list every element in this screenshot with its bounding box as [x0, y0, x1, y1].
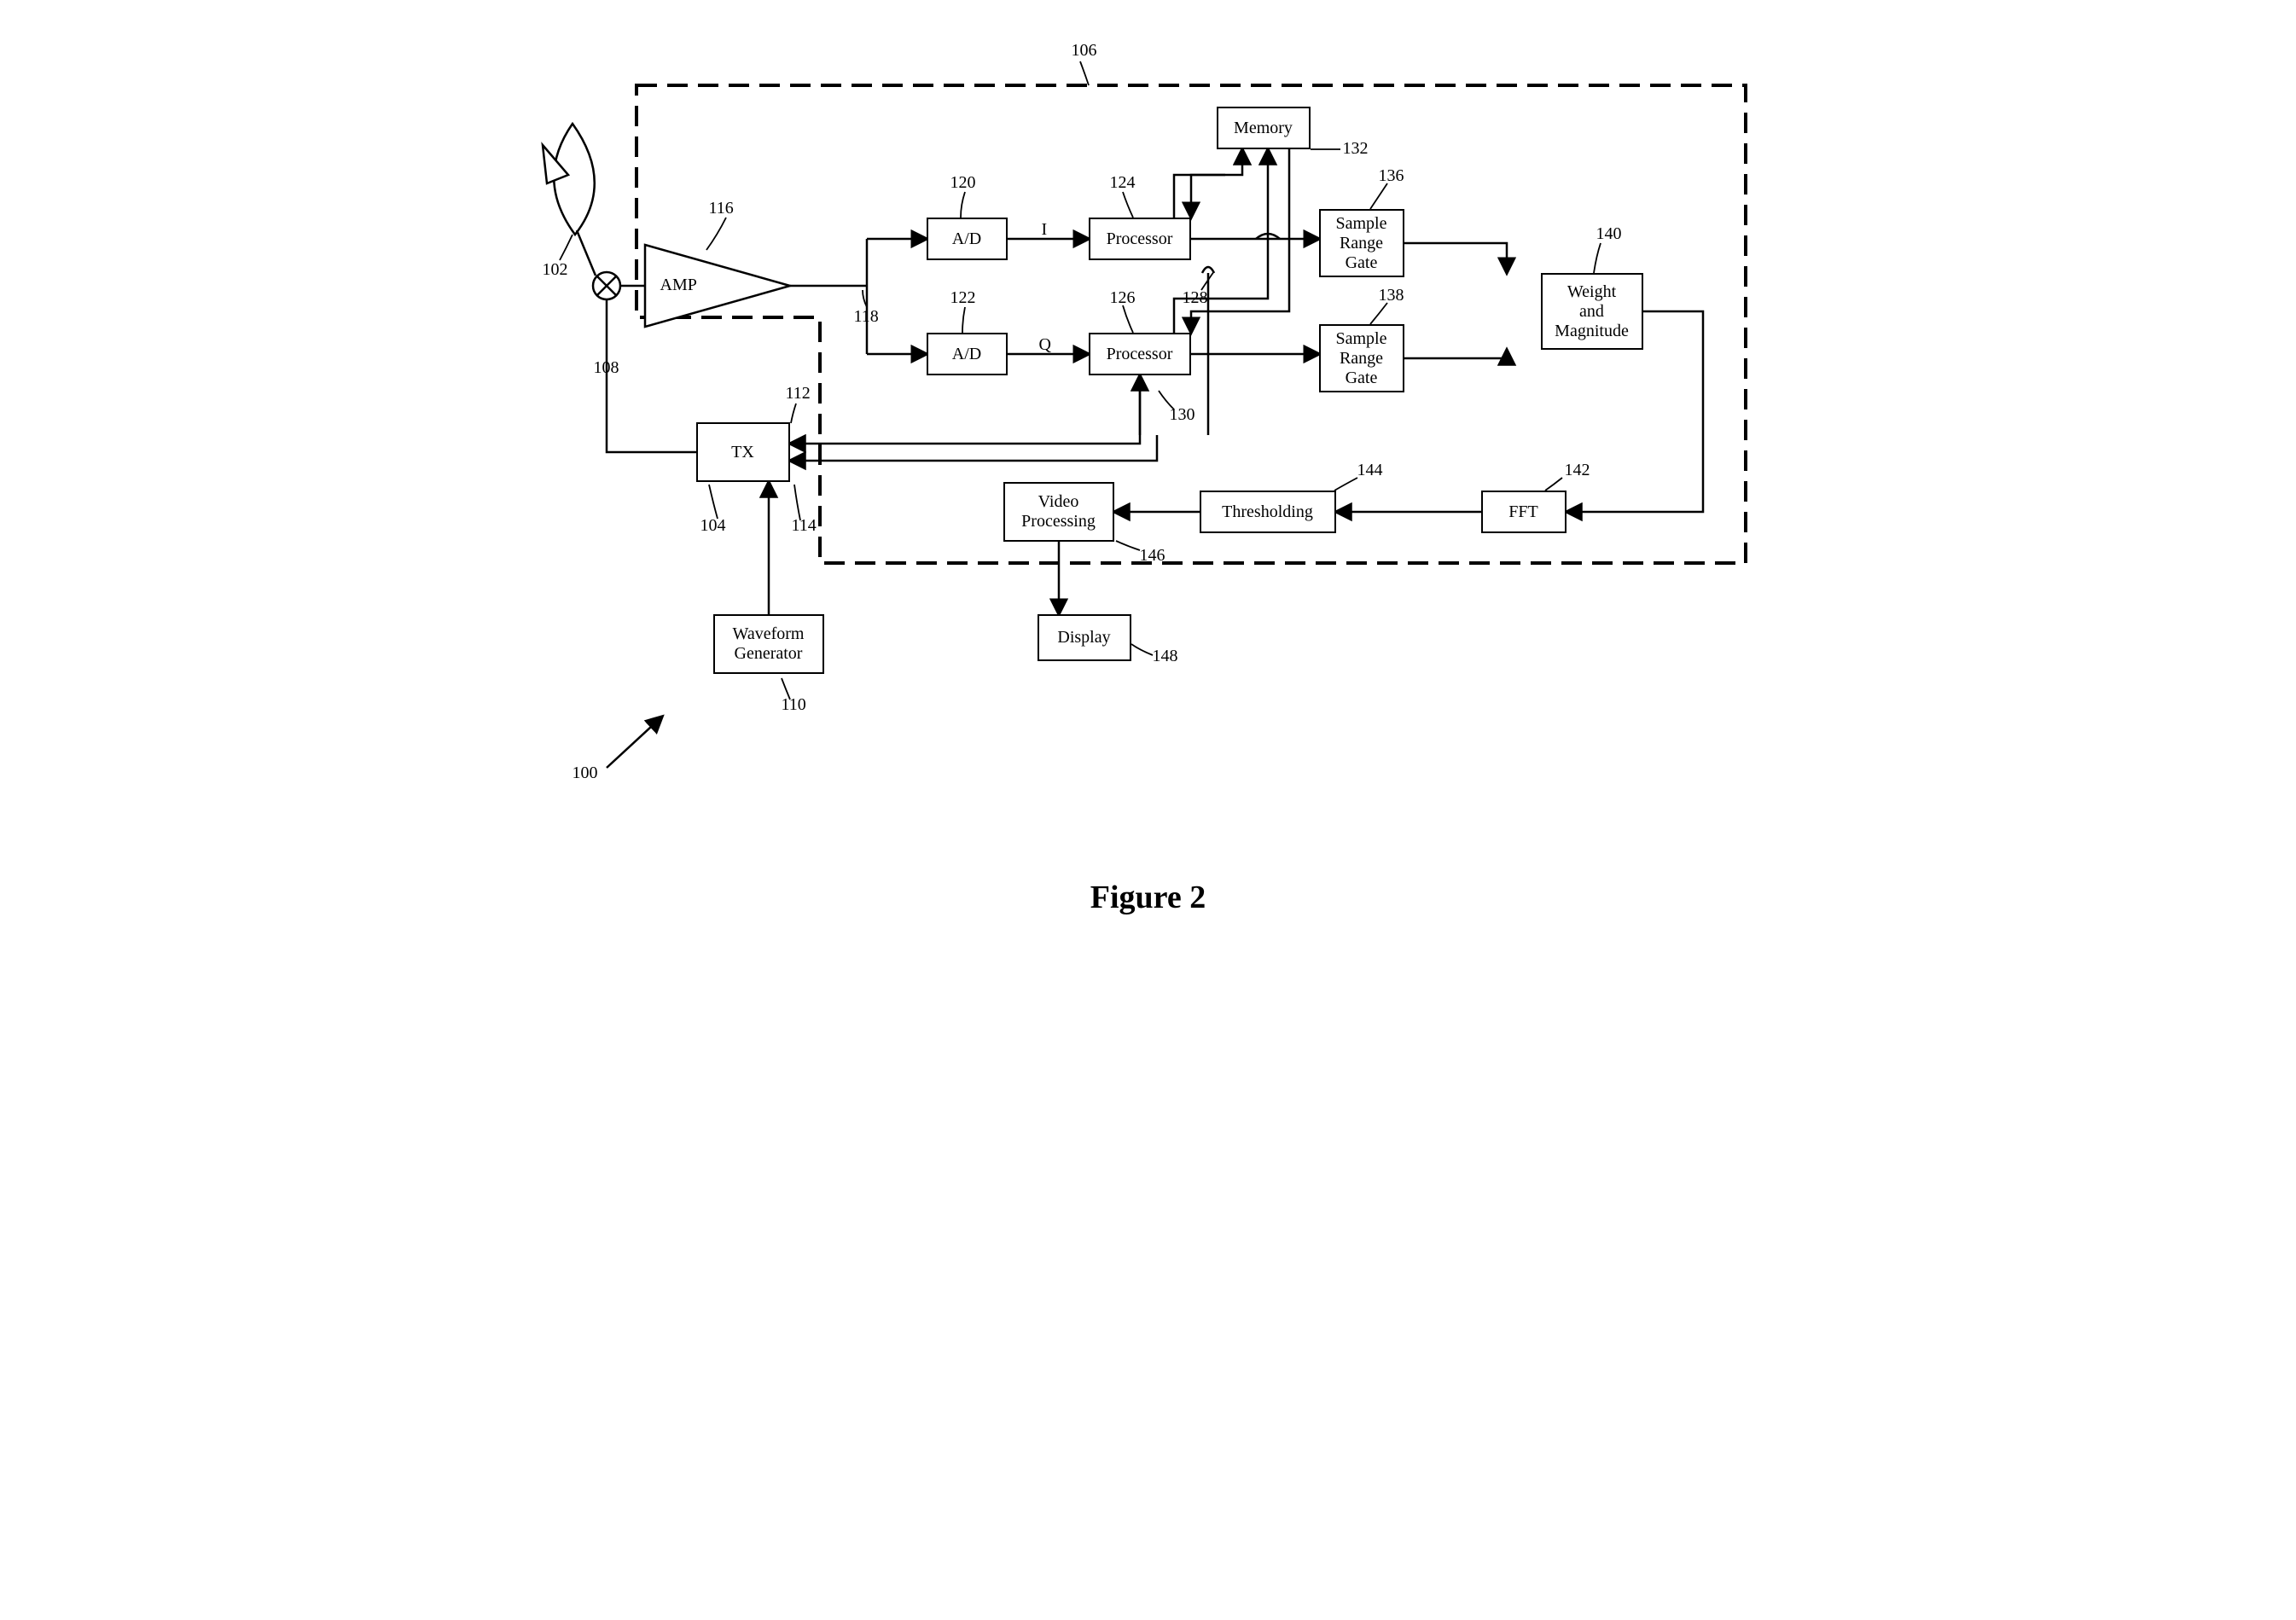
ref-120: 120	[950, 173, 976, 193]
ref-116: 116	[709, 199, 734, 218]
ref-104: 104	[700, 516, 726, 536]
wire-amp-split	[790, 239, 927, 354]
ref-142: 142	[1565, 461, 1590, 480]
q-label: Q	[1039, 335, 1051, 355]
thresh-block: Thresholding	[1200, 491, 1336, 533]
proc2-block: Processor	[1089, 333, 1191, 375]
ad2-block: A/D	[927, 333, 1008, 375]
fft-block: FFT	[1481, 491, 1567, 533]
diagram-canvas: AMP Memory A/D A/D Processor Processor S…	[526, 17, 1771, 870]
ref-102: 102	[543, 260, 568, 280]
ref-136: 136	[1379, 166, 1404, 186]
display-block: Display	[1038, 614, 1131, 661]
ref-126: 126	[1110, 288, 1136, 308]
ref-140: 140	[1596, 224, 1622, 244]
ref-leaders	[560, 61, 1601, 700]
amp-label: AMP	[660, 276, 697, 295]
ref-146: 146	[1140, 546, 1165, 566]
wm-block: Weight and Magnitude	[1541, 273, 1643, 350]
ref-130: 130	[1170, 405, 1195, 425]
ref-106: 106	[1072, 41, 1097, 61]
srg2-block: Sample Range Gate	[1319, 324, 1404, 392]
ref-138: 138	[1379, 286, 1404, 305]
wire-srg1-wm	[1404, 243, 1507, 273]
wavegen-block: Waveform Generator	[713, 614, 824, 674]
figure-caption: Figure 2	[17, 879, 2279, 916]
srg1-block: Sample Range Gate	[1319, 209, 1404, 277]
antenna-icon	[543, 124, 596, 276]
mixer-icon	[593, 272, 620, 299]
ref-128: 128	[1183, 288, 1208, 308]
ref-110: 110	[782, 695, 806, 715]
ref-132: 132	[1343, 139, 1369, 159]
wire-srg2-wm	[1404, 350, 1507, 358]
arrow-100	[607, 717, 662, 768]
ref-118: 118	[854, 307, 879, 327]
ref-124: 124	[1110, 173, 1136, 193]
ref-148: 148	[1153, 647, 1178, 666]
tx-block: TX	[696, 422, 790, 482]
ref-108: 108	[594, 358, 619, 378]
i-label: I	[1042, 220, 1048, 240]
ref-144: 144	[1357, 461, 1383, 480]
video-block: Video Processing	[1003, 482, 1114, 542]
memory-block: Memory	[1217, 107, 1311, 149]
ref-100: 100	[573, 764, 598, 783]
ad1-block: A/D	[927, 218, 1008, 260]
ref-122: 122	[950, 288, 976, 308]
proc1-block: Processor	[1089, 218, 1191, 260]
ref-114: 114	[792, 516, 817, 536]
ref-112: 112	[786, 384, 811, 404]
